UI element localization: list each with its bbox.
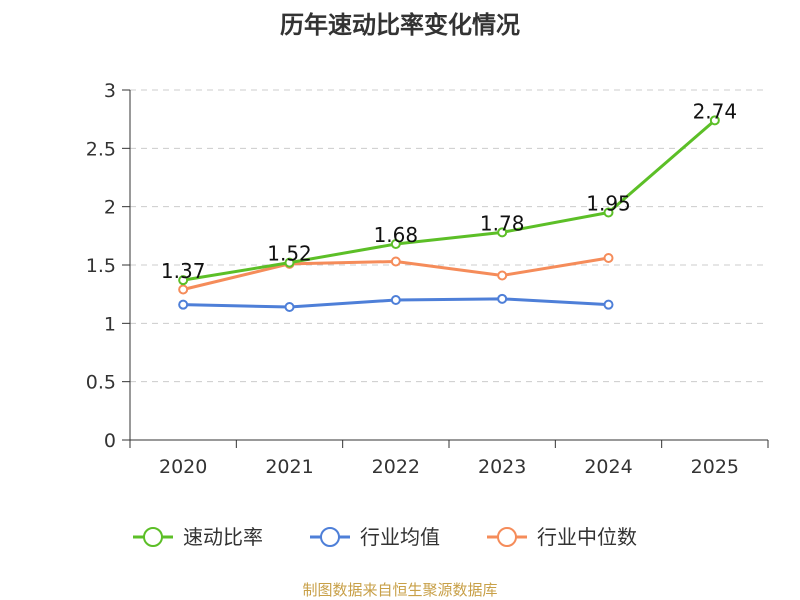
series-2 — [178, 253, 614, 295]
legend-item[interactable]: 行业均值 — [310, 525, 440, 549]
series-layer — [178, 115, 720, 312]
data-point[interactable] — [603, 299, 614, 310]
data-point[interactable] — [178, 275, 189, 286]
series-0 — [178, 115, 720, 286]
data-point[interactable] — [497, 227, 508, 238]
data-point[interactable] — [284, 302, 295, 312]
legend-label: 行业中位数 — [537, 525, 637, 549]
legend-marker — [320, 527, 340, 547]
data-point[interactable] — [390, 239, 401, 249]
y-tick-label: 0 — [104, 430, 116, 452]
series-1 — [178, 293, 614, 312]
data-point[interactable] — [178, 284, 189, 295]
legend-marker — [497, 527, 517, 547]
y-tick-label: 1 — [104, 313, 116, 335]
series-line — [182, 119, 716, 282]
chart-title: 历年速动比率变化情况 — [280, 11, 520, 39]
data-label: 1.68 — [374, 223, 419, 247]
y-tick-label: 0.5 — [86, 372, 116, 394]
data-label: 1.78 — [480, 211, 525, 235]
data-label: 2.74 — [693, 99, 738, 123]
data-point[interactable] — [497, 270, 508, 281]
legend-label: 行业均值 — [360, 525, 440, 549]
y-tick-label: 3 — [104, 80, 116, 102]
y-tick-label: 1.5 — [86, 255, 116, 277]
data-point[interactable] — [178, 299, 189, 310]
data-labels: 1.37 1.52 1.68 1.78 1.95 2.74 — [161, 99, 737, 283]
source-note: 制图数据来自恒生聚源数据库 — [302, 581, 497, 599]
data-label: 1.52 — [267, 242, 312, 266]
data-point[interactable] — [284, 257, 295, 268]
x-tick-label: 2020 — [159, 456, 207, 478]
legend[interactable]: 速动比率 行业均值 行业中位数 — [133, 525, 637, 549]
data-label: 1.37 — [161, 259, 206, 283]
data-point[interactable] — [709, 115, 720, 126]
data-point[interactable] — [603, 253, 614, 263]
x-tick-label: 2023 — [478, 456, 526, 478]
y-tick-label: 2.5 — [86, 138, 116, 160]
data-point[interactable] — [497, 293, 508, 304]
legend-label: 速动比率 — [183, 525, 263, 549]
x-tick-label: 2022 — [372, 456, 420, 478]
legend-item[interactable]: 行业中位数 — [487, 525, 637, 549]
grid — [130, 89, 768, 383]
x-tick-label: 2024 — [584, 456, 632, 478]
legend-item[interactable]: 速动比率 — [133, 525, 263, 549]
data-point[interactable] — [390, 295, 401, 305]
data-point[interactable] — [603, 207, 614, 218]
data-point[interactable] — [390, 256, 401, 267]
data-label: 1.95 — [586, 192, 631, 216]
x-tick-label: 2025 — [691, 456, 739, 478]
legend-marker — [143, 527, 163, 547]
x-tick-label: 2021 — [265, 456, 313, 478]
y-tick-label: 2 — [104, 197, 116, 219]
